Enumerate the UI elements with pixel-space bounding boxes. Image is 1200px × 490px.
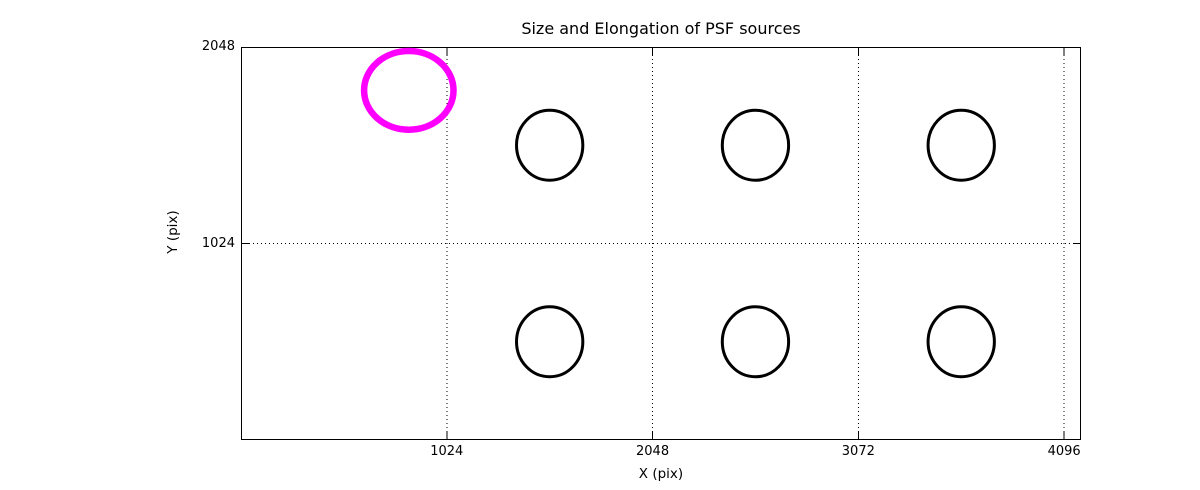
psf-ellipse [720,305,791,379]
y-axis-label: Y (pix) [165,210,181,254]
psf-ellipse [515,305,585,379]
y-tick-label: 2048 [201,39,235,54]
psf-ellipse [926,305,996,379]
x-tick-label: 3072 [841,444,875,459]
plot-svg [241,47,1081,440]
x-axis-label: X (pix) [638,466,684,482]
x-tick-label: 2048 [636,444,670,459]
x-tick-label: 4096 [1047,444,1081,459]
psf-ellipse [926,108,996,182]
axes-frame [241,47,1081,440]
chart-title: Size and Elongation of PSF sources [521,19,801,38]
y-tick-label: 1024 [201,235,235,251]
psf-ellipse [515,108,585,182]
x-tick-label: 1024 [430,444,464,459]
psf-ellipse [720,108,791,182]
plot-area [241,47,1081,440]
psf-ellipse-highlighted [360,47,457,133]
